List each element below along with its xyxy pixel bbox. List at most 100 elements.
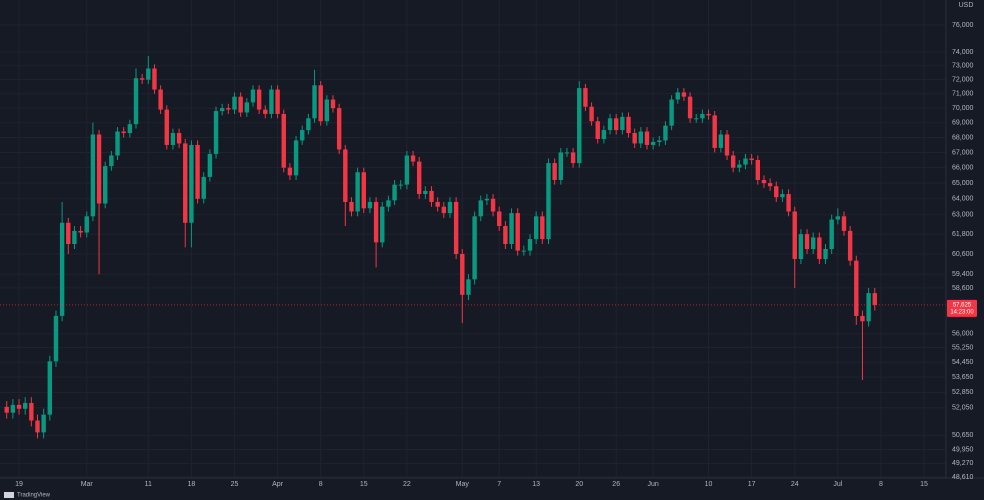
y-tick-label: 49,950 [952, 446, 974, 453]
candle-body [41, 414, 46, 433]
candle-body [429, 190, 434, 202]
candle-body [219, 108, 225, 112]
y-tick-label: 67,000 [952, 149, 974, 156]
candle-body [620, 116, 625, 131]
x-tick-label: 8 [319, 481, 323, 488]
x-tick-label: 8 [879, 481, 883, 488]
candle-body [164, 109, 169, 145]
candle-body [380, 206, 385, 243]
y-tick-label: 59,400 [952, 271, 974, 278]
candle-body [533, 216, 539, 240]
candle-body [312, 85, 317, 119]
candle-body [681, 92, 687, 97]
candle-body [84, 216, 89, 233]
y-tick-label: 76,000 [952, 22, 974, 29]
candle-body [613, 118, 619, 131]
grid [0, 0, 946, 478]
candle-body [121, 131, 126, 134]
candle-body [490, 198, 496, 212]
candle-body [453, 201, 459, 254]
y-tick-label: 66,000 [952, 164, 974, 171]
candle-body [780, 194, 785, 198]
candle-body [435, 201, 440, 207]
candle-body [712, 115, 717, 148]
candle-body [263, 109, 268, 114]
x-tick-label: 10 [705, 481, 713, 488]
x-tick-label: 11 [145, 481, 152, 488]
candle-body [841, 216, 847, 231]
candle-body [706, 113, 711, 116]
x-tick-label: 13 [532, 481, 540, 488]
candle-body [767, 183, 773, 187]
candle-body [657, 140, 662, 142]
y-tick-label: 74,000 [952, 49, 974, 56]
candle-body [829, 219, 834, 249]
candle-body [423, 190, 428, 195]
candles [0, 56, 946, 439]
y-tick-label: 58,600 [952, 285, 974, 292]
candle-body [484, 198, 490, 201]
y-tick-label: 60,600 [952, 251, 974, 258]
candle-body [10, 404, 16, 413]
candle-body [410, 155, 416, 162]
y-tick-label: 68,000 [952, 134, 974, 141]
candle-body [72, 230, 77, 245]
candle-body [275, 89, 280, 114]
y-tick-label: 54,450 [952, 359, 974, 366]
x-tick-label: Jul [833, 481, 842, 488]
candle-body [336, 108, 342, 150]
x-tick-label: May [456, 481, 470, 488]
candle-body [367, 201, 373, 209]
candle-body [546, 163, 551, 240]
x-tick-label: Mar [81, 481, 94, 488]
x-tick-label: 24 [791, 481, 799, 488]
x-tick-label: 7 [497, 481, 501, 488]
y-tick-label: 64,000 [952, 196, 974, 203]
candle-body [226, 108, 231, 110]
candle-body [540, 216, 545, 240]
candle-body [349, 201, 354, 212]
candle-body [127, 124, 133, 134]
candle-body [650, 141, 656, 145]
candle-body [724, 134, 730, 156]
candle-body [774, 186, 779, 198]
candle-body [743, 158, 748, 165]
candle-body [16, 404, 22, 409]
x-tick-label: 15 [920, 481, 928, 488]
candle-body [244, 102, 250, 113]
candle-body [269, 89, 274, 114]
candle-body [817, 237, 822, 260]
candle-body [238, 96, 243, 113]
candle-body [669, 99, 674, 126]
candle-body [497, 211, 502, 227]
x-tick-label: 15 [360, 481, 368, 488]
candle-body [792, 211, 797, 260]
candle-body [447, 201, 453, 214]
candle-body [90, 134, 96, 217]
candle-body [170, 133, 176, 145]
candle-body [847, 230, 853, 261]
candle-body [854, 260, 859, 316]
candle-body [195, 144, 200, 199]
x-tick-label: 18 [188, 481, 196, 488]
candle-body [700, 113, 705, 119]
candle-body [737, 164, 742, 168]
candle-body [589, 106, 594, 122]
y-tick-label: 55,250 [952, 344, 974, 351]
candle-body [398, 184, 403, 186]
candle-body [47, 361, 53, 415]
axes: 76,000 74,000 73,000 72,000 71,000 70,000 69,0… [15, 22, 977, 488]
candle-body [527, 239, 533, 251]
candle-body [300, 130, 305, 141]
x-tick-label: 26 [612, 481, 620, 488]
candle-body [386, 200, 391, 207]
candle-body [115, 131, 120, 156]
last-price-label: 57,625 [953, 302, 972, 308]
candle-body [96, 134, 102, 204]
x-tick-label: Jun [647, 481, 658, 488]
candle-body [823, 248, 828, 260]
y-tick-label: 61,800 [952, 231, 974, 238]
candle-body [866, 293, 871, 322]
candle-body [577, 88, 582, 164]
